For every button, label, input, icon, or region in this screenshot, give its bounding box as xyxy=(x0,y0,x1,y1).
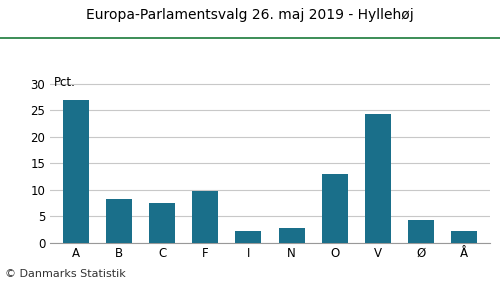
Bar xyxy=(322,174,347,243)
Bar xyxy=(408,220,434,243)
Text: Europa-Parlamentsvalg 26. maj 2019 - Hyllehøj: Europa-Parlamentsvalg 26. maj 2019 - Hyl… xyxy=(86,8,414,23)
Bar xyxy=(106,199,132,243)
Text: Pct.: Pct. xyxy=(54,76,76,89)
Bar xyxy=(236,231,262,243)
Bar xyxy=(365,114,391,243)
Bar xyxy=(63,100,89,243)
Bar xyxy=(192,191,218,243)
Bar xyxy=(451,231,477,243)
Bar xyxy=(278,228,304,243)
Text: © Danmarks Statistik: © Danmarks Statistik xyxy=(5,269,126,279)
Bar xyxy=(149,203,175,243)
